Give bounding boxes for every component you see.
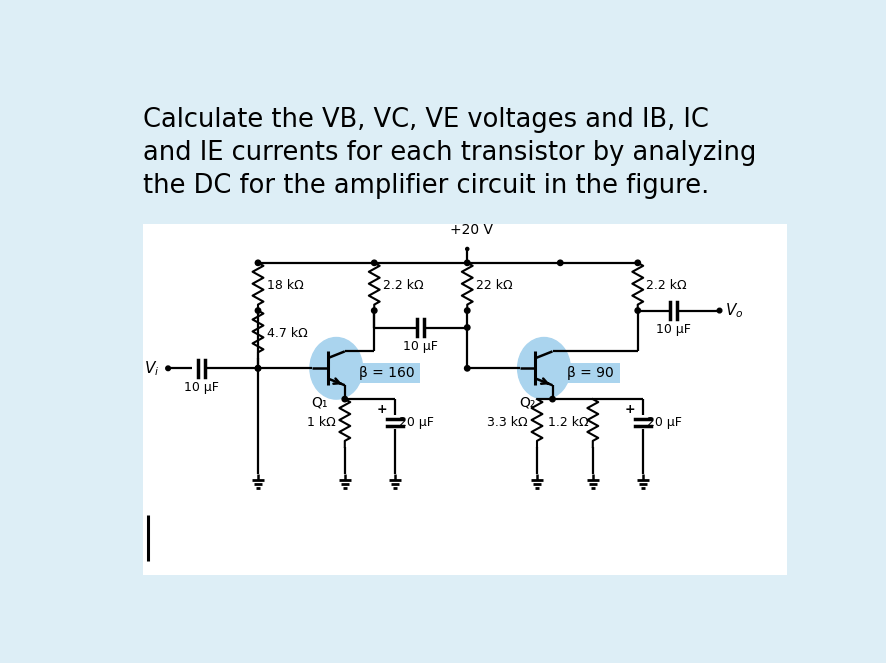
Circle shape — [255, 308, 260, 313]
Text: Q₂: Q₂ — [519, 395, 536, 409]
Circle shape — [166, 366, 170, 371]
Text: 10 μF: 10 μF — [184, 381, 219, 394]
Text: 1 kΩ: 1 kΩ — [307, 416, 336, 429]
Text: 2.2 kΩ: 2.2 kΩ — [383, 279, 424, 292]
Circle shape — [635, 308, 641, 313]
Text: 4.7 kΩ: 4.7 kΩ — [267, 327, 307, 340]
Circle shape — [464, 365, 470, 371]
Text: +: + — [625, 403, 635, 416]
Circle shape — [466, 247, 469, 251]
Text: $V_i$: $V_i$ — [144, 359, 159, 378]
FancyBboxPatch shape — [354, 363, 420, 383]
Text: +: + — [377, 403, 387, 416]
Ellipse shape — [310, 337, 362, 399]
Text: 10 μF: 10 μF — [403, 340, 439, 353]
Text: β = 160: β = 160 — [359, 366, 415, 380]
Circle shape — [255, 365, 260, 371]
Text: 1.2 kΩ: 1.2 kΩ — [548, 416, 588, 429]
Circle shape — [342, 396, 347, 402]
Text: Calculate the VB, VC, VE voltages and IB, IC: Calculate the VB, VC, VE voltages and IB… — [144, 107, 709, 133]
Circle shape — [717, 308, 722, 313]
Circle shape — [464, 308, 470, 313]
Circle shape — [464, 260, 470, 265]
Text: the DC for the amplifier circuit in the figure.: the DC for the amplifier circuit in the … — [144, 173, 710, 199]
Text: 22 kΩ: 22 kΩ — [476, 279, 512, 292]
Circle shape — [371, 260, 377, 265]
Circle shape — [464, 325, 470, 330]
Text: and IE currents for each transistor by analyzing: and IE currents for each transistor by a… — [144, 140, 757, 166]
Text: 20 μF: 20 μF — [647, 416, 682, 429]
Circle shape — [255, 365, 260, 371]
Text: 10 μF: 10 μF — [656, 323, 691, 336]
Text: +20 V: +20 V — [449, 223, 493, 237]
Circle shape — [255, 260, 260, 265]
Circle shape — [557, 260, 563, 265]
Circle shape — [550, 396, 556, 402]
FancyBboxPatch shape — [561, 363, 620, 383]
Circle shape — [371, 308, 377, 313]
Text: 2.2 kΩ: 2.2 kΩ — [646, 279, 687, 292]
Text: β = 90: β = 90 — [567, 366, 614, 380]
Ellipse shape — [517, 337, 571, 399]
Text: 20 μF: 20 μF — [399, 416, 434, 429]
Text: 3.3 kΩ: 3.3 kΩ — [487, 416, 528, 429]
Text: $V_o$: $V_o$ — [725, 301, 743, 320]
Circle shape — [635, 260, 641, 265]
FancyBboxPatch shape — [144, 224, 787, 575]
Text: 18 kΩ: 18 kΩ — [267, 279, 303, 292]
Text: Q₁: Q₁ — [312, 395, 328, 409]
